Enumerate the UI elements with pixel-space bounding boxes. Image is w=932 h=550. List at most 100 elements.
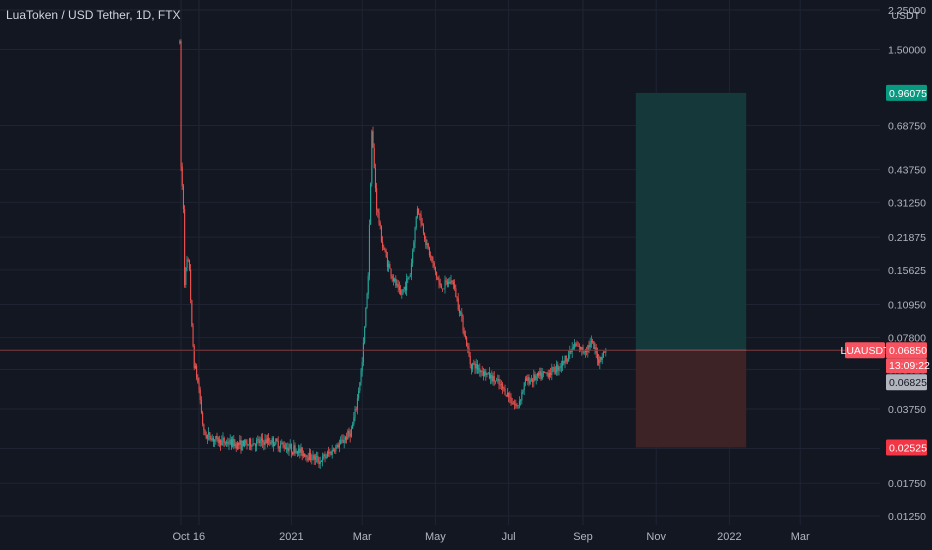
- candle-body: [318, 461, 320, 465]
- candle-body: [316, 455, 318, 457]
- candle-body: [284, 447, 286, 450]
- candle-body: [196, 365, 198, 378]
- candle-body: [569, 350, 571, 355]
- candle-body: [250, 438, 252, 447]
- candle-body: [544, 371, 546, 373]
- candle-body: [224, 442, 226, 444]
- candle-body: [305, 455, 307, 457]
- candle-body: [234, 443, 236, 447]
- candle-body: [516, 405, 518, 407]
- stop-zone: [635, 350, 747, 448]
- candle-body: [343, 440, 345, 443]
- candle-body: [334, 450, 336, 452]
- candle-body: [534, 374, 536, 380]
- time-tick-label: Jul: [502, 531, 516, 543]
- candle-body: [307, 457, 309, 461]
- candle-body: [332, 449, 334, 451]
- candle-body: [401, 293, 403, 295]
- candle-body: [322, 456, 324, 462]
- candle-body: [535, 376, 537, 380]
- candle-body: [420, 214, 422, 224]
- candle-body: [325, 456, 327, 458]
- candle-body: [190, 269, 192, 301]
- candle-body: [463, 330, 465, 336]
- candle-body: [320, 461, 322, 463]
- price-tick-label: 0.07800: [888, 333, 926, 345]
- candle-body: [274, 444, 276, 447]
- candle-body: [192, 325, 194, 347]
- candle-body: [288, 448, 290, 452]
- candle-body: [347, 430, 349, 440]
- candle-body: [185, 267, 187, 285]
- candle-body: [348, 430, 350, 434]
- candle-body: [550, 373, 552, 376]
- candle-body: [218, 439, 220, 443]
- candle-body: [354, 409, 356, 418]
- candle-body: [206, 434, 208, 439]
- candle-body: [209, 432, 211, 440]
- chart-title: LuaToken / USD Tether, 1D, FTX: [6, 8, 181, 22]
- candle-body: [590, 340, 592, 343]
- candle-body: [251, 445, 253, 447]
- stop-price-badge: 0.02525: [889, 442, 927, 454]
- candle-body: [599, 357, 601, 364]
- price-tick-label: 0.15625: [888, 265, 926, 277]
- secondary-price-badge-bg: [886, 374, 927, 391]
- candle-body: [227, 441, 229, 445]
- price-tick-label: 1.50000: [888, 45, 926, 57]
- candle-body: [278, 447, 280, 449]
- candle-body: [460, 312, 462, 314]
- time-tick-label: 2022: [717, 531, 741, 543]
- countdown-price-badge: 13:09:22: [889, 360, 930, 372]
- candle-body: [556, 364, 558, 373]
- candle-body: [311, 458, 313, 460]
- candle-body: [505, 394, 507, 397]
- candle-body: [319, 461, 321, 465]
- candle-body: [532, 379, 534, 383]
- candle-body: [266, 438, 268, 444]
- candle-body: [241, 440, 243, 451]
- price-tick-label: 0.31250: [888, 197, 926, 209]
- candle-body: [539, 371, 541, 376]
- candle-body: [500, 384, 502, 386]
- candle-body: [373, 147, 375, 169]
- candle-body: [439, 283, 441, 286]
- candle-body: [310, 452, 312, 460]
- candle-body: [517, 405, 519, 406]
- candle-body: [568, 354, 570, 361]
- candle-body: [252, 443, 254, 446]
- candle-body: [247, 444, 249, 446]
- long-position-zones[interactable]: [635, 92, 747, 448]
- candle-body: [515, 404, 517, 406]
- candle-body: [215, 435, 217, 440]
- candle-body: [497, 378, 499, 381]
- candle-body: [484, 371, 486, 376]
- candle-body: [407, 277, 409, 279]
- candle-body: [432, 260, 434, 264]
- candle-body: [427, 243, 429, 248]
- candle-body: [510, 397, 512, 403]
- candle-body: [383, 247, 385, 250]
- candle-body: [246, 442, 248, 445]
- candle-body: [221, 440, 223, 446]
- candle-body: [512, 403, 514, 405]
- candle-body: [485, 371, 487, 375]
- candle-body: [186, 259, 188, 268]
- candle-body: [426, 243, 428, 245]
- candle-body: [506, 392, 508, 397]
- candle-body: [233, 438, 235, 447]
- candle-body: [524, 378, 526, 383]
- candle-body: [210, 439, 212, 441]
- candle-body: [496, 380, 498, 382]
- candle-body: [461, 312, 463, 317]
- candle-body: [566, 360, 568, 362]
- candle-body: [289, 444, 291, 449]
- candle-body: [560, 365, 562, 367]
- candle-body: [504, 388, 506, 395]
- candle-body: [326, 452, 328, 457]
- candle-body: [211, 438, 213, 441]
- time-axis[interactable]: Oct 16 2021 Mar May Jul Sep Nov 2022 Mar: [172, 531, 810, 543]
- candle-body: [445, 280, 447, 282]
- candle-body: [456, 296, 458, 299]
